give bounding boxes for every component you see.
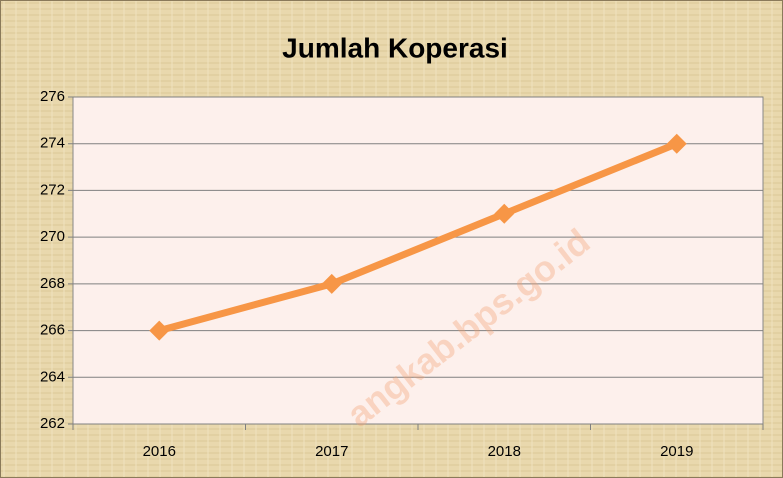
y-tick-label: 264 [40, 368, 65, 385]
y-tick-label: 268 [40, 275, 65, 292]
y-tick-label: 274 [40, 135, 65, 152]
y-tick-label: 270 [40, 228, 65, 245]
y-tick-label: 272 [40, 181, 65, 198]
y-tick-label: 266 [40, 322, 65, 339]
x-tick-label: 2017 [315, 443, 348, 460]
marker [149, 320, 170, 341]
y-tick-label: 262 [40, 415, 65, 432]
y-tick-label: 276 [40, 88, 65, 105]
marker [666, 133, 687, 154]
marker [494, 203, 515, 224]
x-tick-label: 2016 [143, 443, 176, 460]
marker [321, 273, 342, 294]
chart-title: Jumlah Koperasi [282, 32, 508, 63]
x-tick-label: 2018 [488, 443, 521, 460]
plot-area [72, 96, 764, 425]
line [158, 140, 679, 334]
x-tick-label: 2019 [660, 443, 693, 460]
